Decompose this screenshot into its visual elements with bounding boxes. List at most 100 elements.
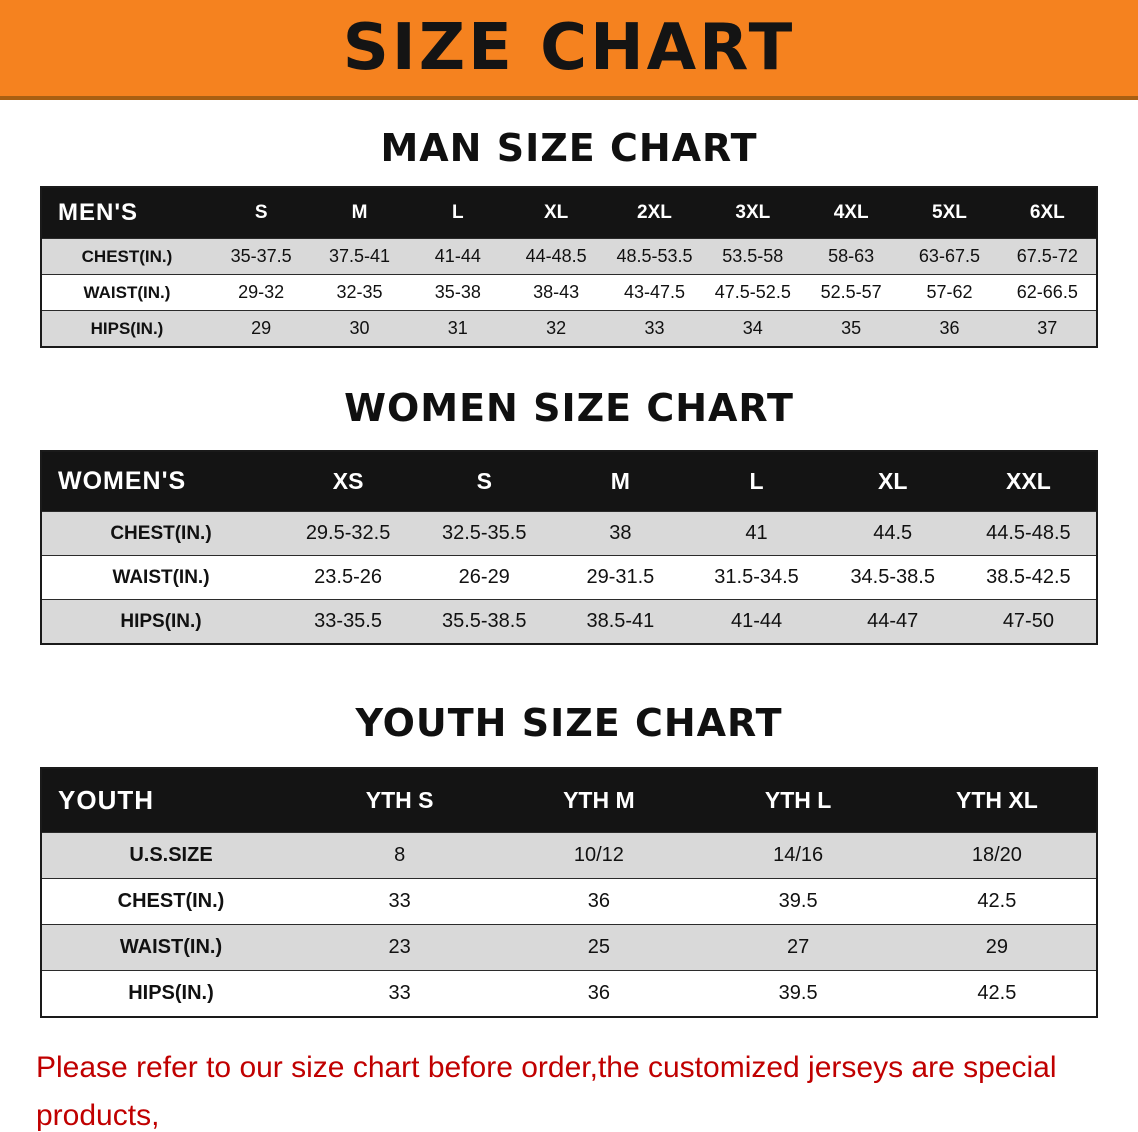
table-cell: 38 xyxy=(552,511,689,556)
column-header: YTH S xyxy=(300,768,500,833)
table-cell: 39.5 xyxy=(698,878,898,925)
table-cell: 29-31.5 xyxy=(552,555,689,600)
men-table-label: MEN'S xyxy=(41,187,212,239)
table-cell: 38.5-41 xyxy=(552,599,689,645)
table-cell: 39.5 xyxy=(698,970,898,1018)
table-cell: 30 xyxy=(310,310,409,348)
table-cell: 44-48.5 xyxy=(506,238,606,275)
row-label: U.S.SIZE xyxy=(41,832,300,879)
women-size-section: WOMEN SIZE CHART WOMEN'S XS S M L XL XXL CHEST(… xyxy=(0,386,1138,645)
men-section-title: MAN SIZE CHART xyxy=(380,126,758,170)
table-cell: 31 xyxy=(408,310,507,348)
table-cell: 62-66.5 xyxy=(998,274,1097,311)
page-title: SIZE CHART xyxy=(342,11,796,85)
table-cell: 14/16 xyxy=(698,832,898,879)
column-header: YTH XL xyxy=(897,768,1097,833)
table-cell: 47.5-52.5 xyxy=(703,274,802,311)
table-row: CHEST(IN.) 35-37.5 37.5-41 41-44 44-48.5 48.5… xyxy=(41,238,1097,275)
table-row: WAIST(IN.) 29-32 32-35 35-38 38-43 43-47.5 47.… xyxy=(41,274,1097,311)
table-row: CHEST(IN.) 33 36 39.5 42.5 xyxy=(41,878,1097,925)
column-header: 3XL xyxy=(703,187,802,239)
table-row: WAIST(IN.) 23 25 27 29 xyxy=(41,924,1097,971)
table-cell: 35-38 xyxy=(408,274,507,311)
youth-size-section: YOUTH SIZE CHART YOUTH YTH S YTH M YTH L YTH… xyxy=(0,701,1138,1018)
table-cell: 52.5-57 xyxy=(801,274,901,311)
column-header: XXL xyxy=(960,451,1097,512)
table-row: WAIST(IN.) 23.5-26 26-29 29-31.5 31.5-34.5 34… xyxy=(41,555,1097,600)
column-header: XL xyxy=(824,451,961,512)
table-cell: 41-44 xyxy=(688,599,825,645)
table-cell: 33 xyxy=(300,970,500,1018)
table-cell: 29 xyxy=(212,310,311,348)
table-cell: 34.5-38.5 xyxy=(824,555,961,600)
youth-size-table: YOUTH YTH S YTH M YTH L YTH XL U.S.SIZE 8 10/12… xyxy=(40,767,1098,1018)
column-header: XL xyxy=(506,187,606,239)
table-cell: 44.5-48.5 xyxy=(960,511,1097,556)
table-cell: 57-62 xyxy=(900,274,999,311)
row-label: WAIST(IN.) xyxy=(41,274,212,311)
table-header-row: MEN'S S M L XL 2XL 3XL 4XL 5XL 6XL xyxy=(41,187,1097,239)
table-cell: 44-47 xyxy=(824,599,961,645)
table-cell: 58-63 xyxy=(801,238,901,275)
table-cell: 36 xyxy=(499,970,699,1018)
table-cell: 32.5-35.5 xyxy=(416,511,553,556)
men-size-section: MAN SIZE CHART MEN'S S M L XL 2XL 3XL 4XL 5XL 6XL… xyxy=(0,126,1138,348)
table-cell: 29.5-32.5 xyxy=(280,511,417,556)
column-header: 2XL xyxy=(605,187,704,239)
column-header: M xyxy=(310,187,409,239)
youth-section-title: YOUTH SIZE CHART xyxy=(355,701,783,745)
column-header: 5XL xyxy=(900,187,999,239)
table-cell: 67.5-72 xyxy=(998,238,1097,275)
row-label: HIPS(IN.) xyxy=(41,310,212,348)
table-cell: 32 xyxy=(506,310,606,348)
row-label: CHEST(IN.) xyxy=(41,878,300,925)
table-cell: 43-47.5 xyxy=(605,274,704,311)
men-size-table: MEN'S S M L XL 2XL 3XL 4XL 5XL 6XL CHEST(IN.) 35-37… xyxy=(40,186,1098,348)
column-header: YTH L xyxy=(698,768,898,833)
table-cell: 38.5-42.5 xyxy=(960,555,1097,600)
women-table-label: WOMEN'S xyxy=(41,451,280,512)
table-row: HIPS(IN.) 33 36 39.5 42.5 xyxy=(41,970,1097,1018)
table-cell: 26-29 xyxy=(416,555,553,600)
disclaimer-text: Please refer to our size chart before or… xyxy=(36,1044,1118,1132)
table-cell: 10/12 xyxy=(499,832,699,879)
row-label: HIPS(IN.) xyxy=(41,599,280,645)
table-cell: 41 xyxy=(688,511,825,556)
table-cell: 35.5-38.5 xyxy=(416,599,553,645)
table-cell: 38-43 xyxy=(506,274,606,311)
table-cell: 8 xyxy=(300,832,500,879)
column-header: L xyxy=(408,187,507,239)
column-header: 4XL xyxy=(801,187,901,239)
table-cell: 33 xyxy=(605,310,704,348)
youth-table-label: YOUTH xyxy=(41,768,300,833)
column-header: YTH M xyxy=(499,768,699,833)
table-row: U.S.SIZE 8 10/12 14/16 18/20 xyxy=(41,832,1097,879)
table-row: CHEST(IN.) 29.5-32.5 32.5-35.5 38 41 44.5 44.5… xyxy=(41,511,1097,556)
table-cell: 35 xyxy=(801,310,901,348)
column-header: S xyxy=(416,451,553,512)
table-cell: 35-37.5 xyxy=(212,238,311,275)
column-header: M xyxy=(552,451,689,512)
table-row: HIPS(IN.) 33-35.5 35.5-38.5 38.5-41 41-44 44-… xyxy=(41,599,1097,645)
size-chart-banner: SIZE CHART xyxy=(0,0,1138,100)
table-cell: 34 xyxy=(703,310,802,348)
table-header-row: YOUTH YTH S YTH M YTH L YTH XL xyxy=(41,768,1097,833)
table-cell: 33 xyxy=(300,878,500,925)
table-header-row: WOMEN'S XS S M L XL XXL xyxy=(41,451,1097,512)
table-cell: 42.5 xyxy=(897,878,1097,925)
row-label: CHEST(IN.) xyxy=(41,511,280,556)
column-header: S xyxy=(212,187,311,239)
table-cell: 48.5-53.5 xyxy=(605,238,704,275)
table-cell: 44.5 xyxy=(824,511,961,556)
table-cell: 32-35 xyxy=(310,274,409,311)
table-cell: 37.5-41 xyxy=(310,238,409,275)
table-cell: 53.5-58 xyxy=(703,238,802,275)
table-cell: 31.5-34.5 xyxy=(688,555,825,600)
table-cell: 33-35.5 xyxy=(280,599,417,645)
table-cell: 41-44 xyxy=(408,238,507,275)
column-header: XS xyxy=(280,451,417,512)
table-cell: 42.5 xyxy=(897,970,1097,1018)
women-section-title: WOMEN SIZE CHART xyxy=(344,386,794,430)
table-cell: 27 xyxy=(698,924,898,971)
